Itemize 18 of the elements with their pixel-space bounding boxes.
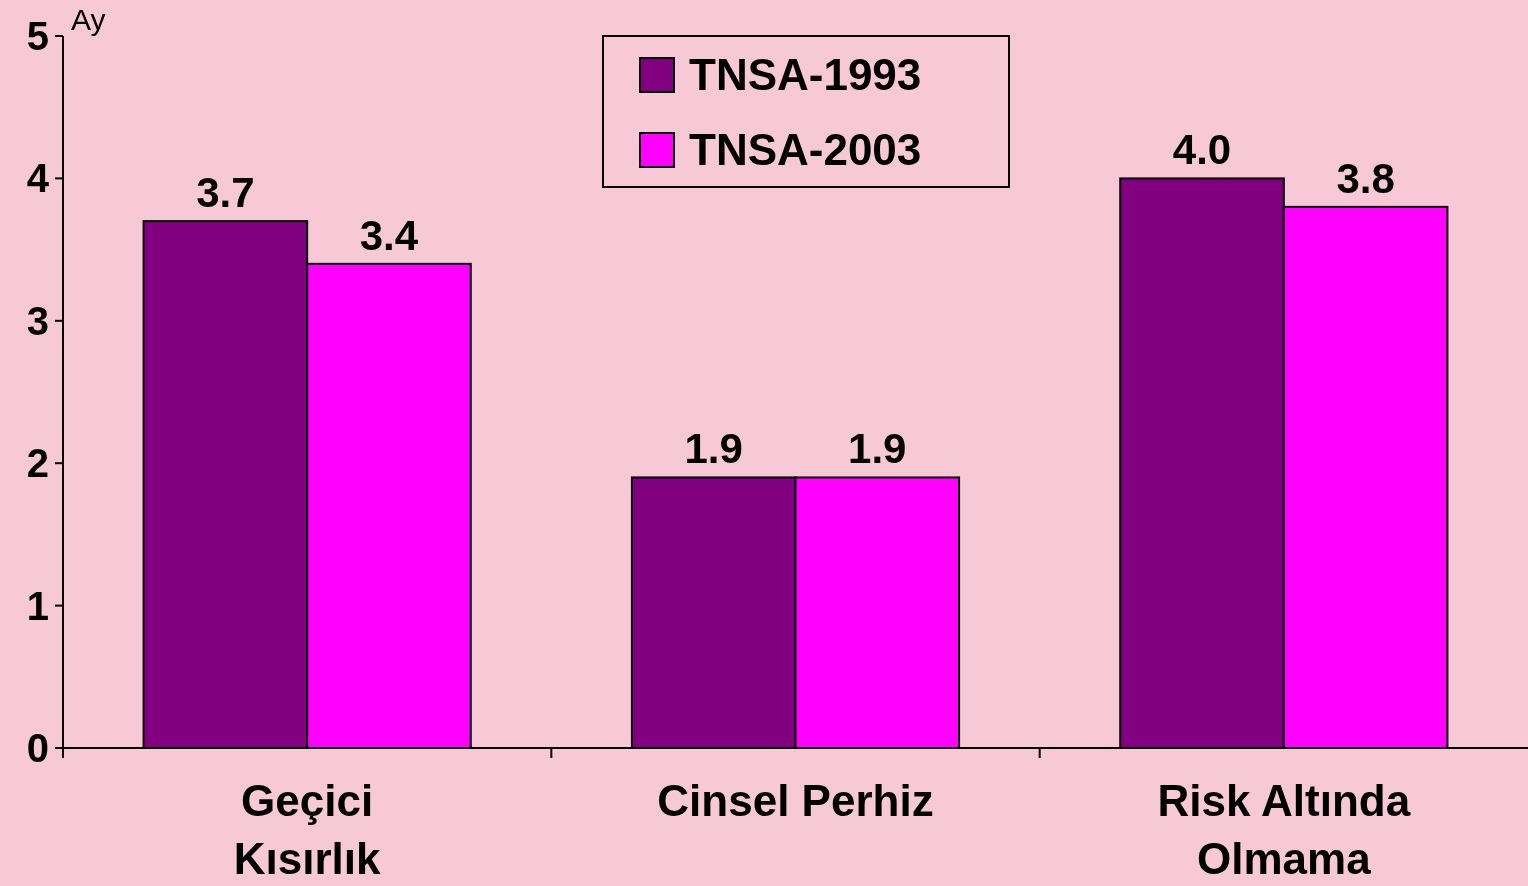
- data-label: 3.7: [196, 169, 255, 217]
- y-axis-title: Ay: [71, 3, 106, 36]
- data-label: 4.0: [1172, 126, 1232, 174]
- y-tick-label: 1: [26, 583, 49, 628]
- y-tick-label: 0: [26, 726, 49, 770]
- y-tick-label: 5: [26, 14, 49, 58]
- y-tick-label: 3: [26, 298, 49, 343]
- data-label: 1.9: [684, 425, 743, 473]
- y-tick-label: 4: [26, 156, 50, 201]
- data-label: 3.4: [359, 211, 419, 259]
- data-label: 3.8: [1336, 154, 1395, 202]
- x-tick-label: Cinsel Perhiz: [657, 776, 934, 825]
- data-label: 1.9: [848, 425, 907, 473]
- x-tick-label: Risk Altında Olmama: [1157, 776, 1411, 883]
- y-tick-label: 2: [26, 441, 49, 486]
- legend-label: TNSA-2003: [689, 125, 922, 175]
- legend-label: TNSA-1993: [689, 50, 922, 100]
- x-tick-label: Geçici Kısırlık: [233, 776, 382, 883]
